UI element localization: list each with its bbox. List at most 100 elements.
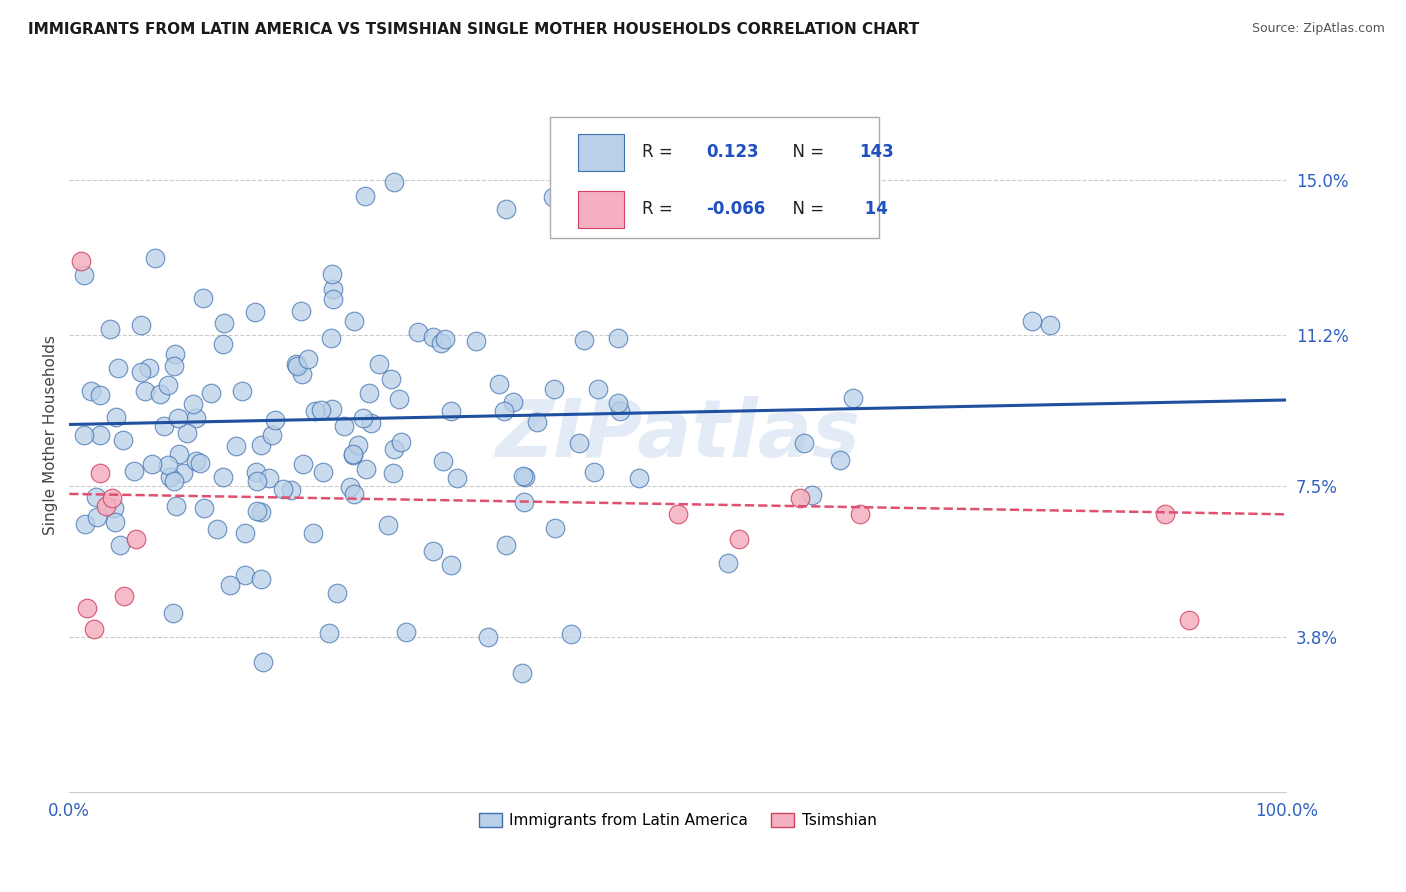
Bar [578, 134, 624, 170]
Point [512, 469, 534, 483]
Point [347, 438, 370, 452]
Point [249, 438, 271, 452]
Point [717, 556, 740, 570]
Point [572, 334, 595, 348]
Point [389, 435, 412, 450]
Point [188, 456, 211, 470]
Point [353, 188, 375, 202]
Point [1153, 508, 1175, 522]
FancyBboxPatch shape [550, 117, 879, 238]
Point [381, 466, 404, 480]
Point [333, 418, 356, 433]
Point [73, 268, 96, 282]
Point [76, 601, 98, 615]
Point [108, 538, 131, 552]
Point [172, 466, 194, 480]
Point [382, 175, 405, 189]
Text: -0.066: -0.066 [706, 201, 765, 219]
Point [439, 558, 461, 572]
Point [129, 318, 152, 333]
Point [162, 606, 184, 620]
Point [103, 501, 125, 516]
Point [789, 491, 811, 505]
Point [205, 522, 228, 536]
Point [70, 254, 93, 268]
Point [422, 543, 444, 558]
Point [94, 499, 117, 513]
Point [163, 347, 186, 361]
Point [212, 316, 235, 330]
Point [354, 462, 377, 476]
Point [186, 411, 208, 425]
Point [101, 491, 124, 505]
Point [246, 474, 269, 488]
Point [257, 471, 280, 485]
Point [297, 351, 319, 366]
Point [321, 402, 343, 417]
Point [513, 470, 536, 484]
Point [89, 467, 111, 481]
Point [280, 483, 302, 497]
Point [167, 447, 190, 461]
Point [285, 357, 308, 371]
Point [143, 251, 166, 265]
Point [495, 538, 517, 552]
Text: 14: 14 [859, 201, 889, 219]
Point [200, 386, 222, 401]
Point [271, 482, 294, 496]
Point [382, 442, 405, 456]
Legend: Immigrants from Latin America, Tsimshian: Immigrants from Latin America, Tsimshian [472, 806, 883, 834]
Point [152, 418, 174, 433]
Point [112, 434, 135, 448]
Point [560, 626, 582, 640]
Point [107, 361, 129, 376]
Point [495, 202, 517, 216]
Point [122, 464, 145, 478]
Point [666, 508, 689, 522]
Point [235, 567, 257, 582]
Point [828, 453, 851, 467]
Point [727, 532, 749, 546]
Point [477, 630, 499, 644]
Point [380, 372, 402, 386]
Point [163, 474, 186, 488]
Point [543, 382, 565, 396]
Text: N =: N = [783, 144, 830, 161]
Point [512, 495, 534, 509]
Point [252, 655, 274, 669]
Point [568, 435, 591, 450]
Point [387, 392, 409, 407]
Point [73, 428, 96, 442]
Point [225, 439, 247, 453]
Point [249, 572, 271, 586]
Point [246, 504, 269, 518]
Point [260, 428, 283, 442]
Point [430, 336, 453, 351]
Point [321, 331, 343, 345]
Point [342, 448, 364, 462]
Point [582, 465, 605, 479]
Point [488, 376, 510, 391]
Point [191, 291, 214, 305]
Point [219, 578, 242, 592]
Bar [578, 191, 624, 227]
Point [125, 532, 148, 546]
Point [526, 415, 548, 429]
Point [343, 487, 366, 501]
Point [176, 425, 198, 440]
Point [395, 624, 418, 639]
Point [322, 282, 344, 296]
Point [149, 387, 172, 401]
Point [129, 365, 152, 379]
Point [141, 457, 163, 471]
Point [326, 586, 349, 600]
Text: 143: 143 [859, 144, 894, 161]
Point [165, 499, 187, 513]
Point [377, 517, 399, 532]
Point [302, 526, 325, 541]
Point [98, 322, 121, 336]
Point [309, 402, 332, 417]
Point [291, 457, 314, 471]
Point [212, 470, 235, 484]
Point [285, 359, 308, 374]
